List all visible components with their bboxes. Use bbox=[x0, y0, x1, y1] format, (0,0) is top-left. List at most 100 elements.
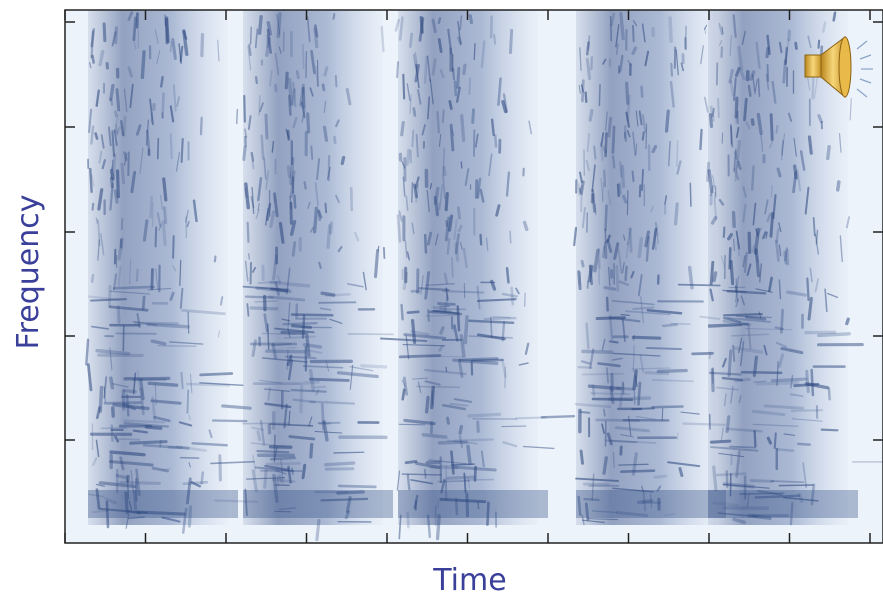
energy-streak bbox=[738, 395, 742, 404]
energy-streak bbox=[291, 324, 312, 329]
energy-streak bbox=[639, 354, 644, 373]
energy-streak bbox=[661, 323, 678, 328]
energy-streak bbox=[305, 332, 311, 358]
energy-streak bbox=[149, 195, 153, 219]
energy-streak bbox=[722, 226, 726, 238]
energy-streak bbox=[200, 471, 205, 485]
energy-streak bbox=[591, 473, 595, 501]
energy-streak bbox=[301, 314, 306, 339]
energy-streak bbox=[250, 196, 255, 209]
energy-streak bbox=[787, 112, 793, 122]
energy-streak bbox=[153, 415, 171, 423]
energy-streak bbox=[783, 250, 788, 265]
energy-streak bbox=[95, 439, 100, 458]
energy-streak bbox=[274, 469, 287, 475]
energy-streak bbox=[396, 61, 400, 79]
energy-streak bbox=[708, 113, 714, 129]
energy-streak bbox=[139, 378, 145, 401]
energy-streak bbox=[712, 175, 716, 190]
energy-streak bbox=[444, 191, 449, 212]
energy-streak bbox=[315, 518, 321, 542]
energy-streak bbox=[654, 222, 659, 245]
energy-streak bbox=[181, 309, 226, 316]
energy-streak bbox=[445, 366, 448, 373]
energy-streak bbox=[480, 40, 486, 68]
energy-streak bbox=[273, 192, 279, 218]
energy-streak bbox=[439, 326, 445, 335]
energy-streak bbox=[574, 402, 612, 409]
energy-streak bbox=[129, 440, 168, 445]
energy-streak bbox=[320, 291, 336, 297]
energy-streak bbox=[584, 502, 590, 521]
energy-streak bbox=[312, 206, 319, 234]
energy-streak bbox=[411, 129, 415, 148]
energy-streak bbox=[722, 319, 752, 327]
energy-streak bbox=[136, 312, 141, 328]
energy-streak bbox=[132, 320, 158, 326]
energy-streak bbox=[731, 210, 736, 228]
energy-streak bbox=[272, 473, 279, 503]
energy-streak bbox=[429, 182, 433, 190]
energy-streak bbox=[464, 168, 470, 186]
energy-streak bbox=[785, 249, 790, 266]
energy-streak bbox=[790, 409, 824, 412]
energy-streak bbox=[410, 479, 433, 485]
energy-streak bbox=[651, 405, 684, 409]
energy-streak bbox=[578, 272, 582, 286]
energy-streak bbox=[90, 28, 96, 48]
energy-streak bbox=[117, 237, 124, 261]
energy-streak bbox=[360, 364, 388, 369]
energy-streak bbox=[88, 295, 122, 302]
energy-streak bbox=[597, 247, 601, 270]
energy-streak bbox=[129, 83, 134, 109]
energy-streak bbox=[98, 49, 105, 67]
energy-streak bbox=[257, 280, 281, 285]
energy-streak bbox=[601, 338, 606, 351]
energy-streak bbox=[770, 184, 773, 198]
energy-streak bbox=[661, 408, 664, 422]
energy-streak bbox=[791, 418, 823, 422]
energy-streak bbox=[651, 227, 658, 250]
energy-streak bbox=[318, 261, 322, 269]
energy-streak bbox=[524, 342, 530, 355]
energy-streak bbox=[651, 144, 658, 154]
energy-streak bbox=[102, 22, 107, 43]
energy-streak bbox=[323, 100, 327, 114]
energy-streak bbox=[90, 125, 95, 145]
energy-streak bbox=[471, 108, 476, 124]
energy-streak bbox=[310, 145, 314, 160]
energy-streak bbox=[247, 115, 252, 130]
energy-streak bbox=[581, 79, 585, 103]
energy-streak bbox=[601, 182, 605, 203]
energy-streak bbox=[112, 273, 118, 291]
energy-streak bbox=[425, 283, 455, 286]
energy-streak bbox=[111, 31, 117, 47]
energy-streak bbox=[219, 296, 224, 306]
energy-streak bbox=[150, 339, 167, 346]
energy-streak bbox=[98, 150, 103, 164]
energy-streak bbox=[97, 188, 104, 211]
energy-streak bbox=[402, 343, 446, 347]
energy-streak bbox=[265, 349, 307, 354]
speaker-icon[interactable] bbox=[804, 36, 873, 99]
energy-streak bbox=[626, 129, 631, 138]
energy-streak bbox=[423, 55, 428, 84]
energy-streak bbox=[615, 24, 620, 48]
energy-streak bbox=[151, 396, 157, 422]
energy-streak bbox=[88, 62, 92, 69]
energy-streak bbox=[162, 177, 168, 202]
energy-streak bbox=[441, 109, 445, 124]
energy-streak bbox=[108, 305, 149, 312]
energy-streak bbox=[631, 407, 655, 411]
energy-streak bbox=[169, 41, 173, 53]
energy-streak bbox=[423, 233, 428, 254]
energy-streak bbox=[839, 235, 843, 263]
energy-streak bbox=[103, 386, 106, 403]
energy-streak bbox=[755, 41, 761, 70]
energy-streak bbox=[789, 502, 794, 526]
energy-streak bbox=[729, 259, 735, 286]
energy-streak bbox=[603, 169, 607, 188]
energy-streak bbox=[377, 245, 380, 252]
energy-streak bbox=[402, 176, 406, 197]
